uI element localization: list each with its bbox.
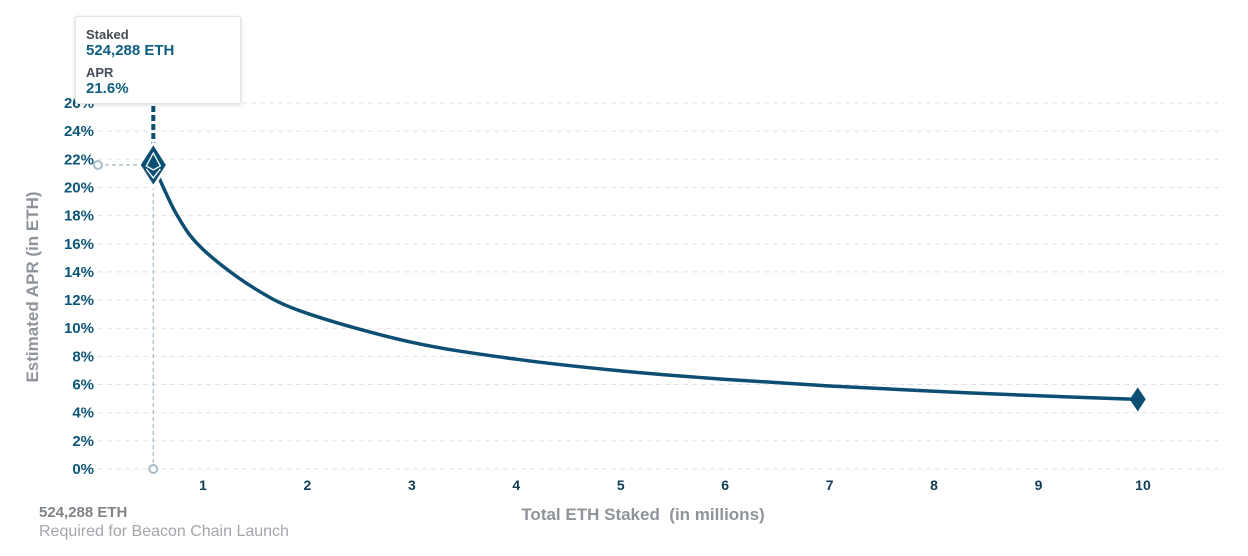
y-tick-label: 4% — [72, 405, 94, 422]
apr-line — [151, 163, 1140, 402]
x-tick-label: 4 — [512, 477, 520, 493]
x-tick-label: 8 — [930, 477, 938, 493]
end-marker — [1129, 387, 1146, 412]
ethereum-marker — [137, 140, 169, 190]
footnote-caption: Required for Beacon Chain Launch — [39, 523, 289, 540]
x-tick-label: 9 — [1035, 477, 1043, 493]
ethereum-icon — [145, 151, 162, 171]
y-tick-label: 22% — [64, 151, 94, 168]
tooltip-staked-label: Staked — [86, 27, 129, 42]
footnote-value: 524,288 ETH — [39, 504, 128, 521]
x-tick-label: 1 — [199, 477, 207, 493]
footnote: 524,288 ETH Required for Beacon Chain La… — [39, 504, 289, 542]
gridlines — [98, 102, 1224, 470]
x-axis-ticks: 1 2 3 4 5 6 7 8 9 10 — [199, 477, 1151, 493]
y-tick-label: 14% — [64, 264, 94, 281]
ethereum-icon-lower — [145, 168, 161, 179]
x-tick-label: 5 — [617, 477, 625, 493]
y-tick-label: 0% — [72, 461, 94, 478]
highlight-guides — [93, 106, 159, 474]
y-axis-ticks: 0%2%4%6%8%10%12%14%16%18%20%22%24%26% — [64, 95, 94, 478]
y-tick-label: 20% — [64, 179, 94, 196]
y-tick-label: 18% — [64, 208, 94, 225]
x-tick-label: 10 — [1135, 477, 1151, 493]
x-axis-title: Total ETH Staked (in millions) — [521, 505, 764, 524]
y-tick-label: 24% — [64, 123, 94, 140]
data-tooltip: Staked 524,288 ETH APR 21.6% — [75, 16, 241, 104]
y-tick-label: 10% — [64, 320, 94, 337]
x-tick-label: 2 — [304, 477, 312, 493]
tooltip-apr-label: APR — [86, 65, 114, 80]
series-layer — [151, 163, 1140, 402]
y-tick-label: 2% — [72, 433, 94, 450]
marker-layer — [137, 140, 1146, 412]
x-tick-label: 3 — [408, 477, 416, 493]
x-tick-label: 6 — [721, 477, 729, 493]
y-tick-label: 16% — [64, 236, 94, 253]
guide-endpoint-x — [148, 464, 159, 474]
guide-endpoint-y — [93, 159, 103, 170]
tooltip-staked-value: 524,288 ETH — [86, 42, 175, 59]
y-tick-label: 8% — [72, 348, 94, 365]
y-tick-label: 6% — [72, 377, 94, 394]
y-axis-title: Estimated APR (in ETH) — [23, 191, 42, 382]
y-tick-label: 12% — [64, 292, 94, 309]
x-tick-label: 7 — [826, 477, 834, 493]
tooltip-apr-value: 21.6% — [86, 80, 129, 97]
